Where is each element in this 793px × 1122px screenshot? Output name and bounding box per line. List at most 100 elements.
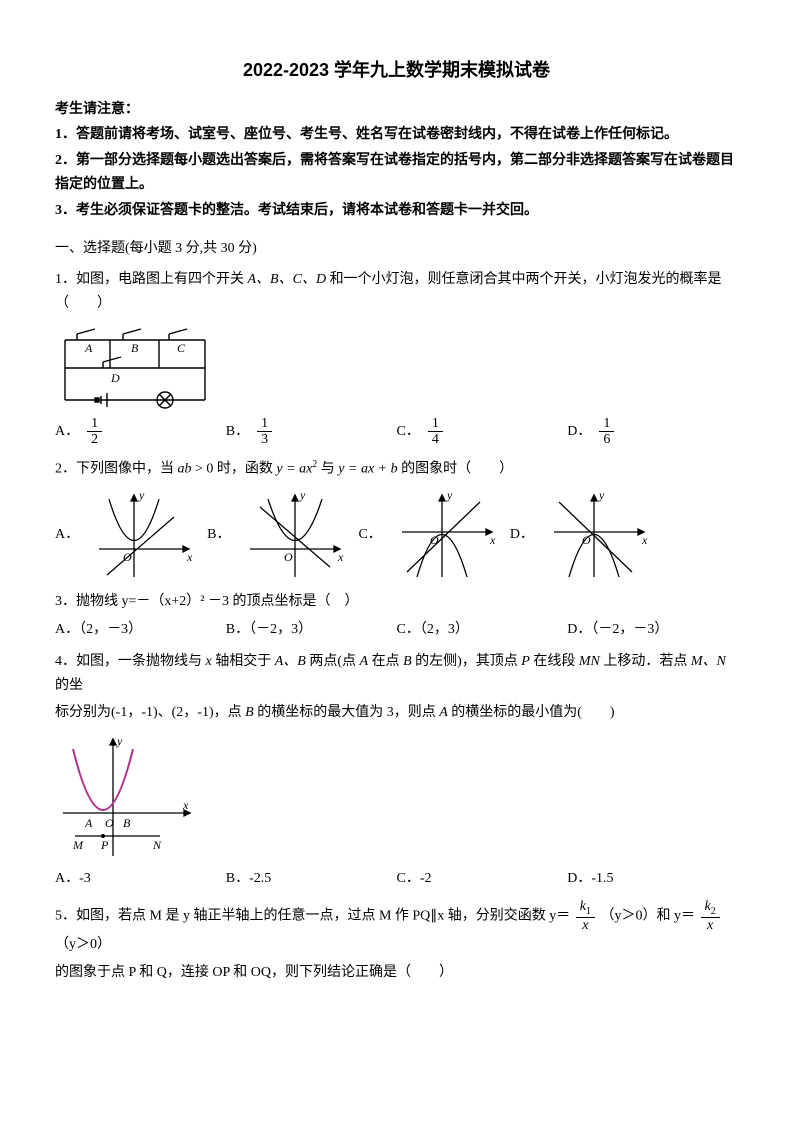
q3-opt-b: B．（－2，3） xyxy=(226,618,397,642)
q4-1i: 的左侧)，其顶点 xyxy=(412,654,522,669)
page-title: 2022-2023 学年九上数学期末模拟试卷 xyxy=(55,55,738,86)
q4-lblA: A xyxy=(84,816,93,830)
q4-lblO: O xyxy=(105,816,114,830)
q4-line1: 4．如图，一条抛物线与 x 轴相交于 A、B 两点(点 A 在点 B 的左侧)，… xyxy=(55,650,738,698)
q4-line2: 标分别为(-1，-1)、(2，-1)，点 B 的横坐标的最大值为 3，则点 A … xyxy=(55,701,738,725)
q4-opt-d: D．-1.5 xyxy=(567,867,738,891)
svg-text:x: x xyxy=(489,533,496,547)
q1-opt-d: D． 16 xyxy=(567,416,738,448)
q4-1e: 两点(点 xyxy=(306,654,360,669)
q4-1d: A、B xyxy=(275,654,306,669)
svg-text:y: y xyxy=(299,488,306,502)
q1-opt-b: B． 13 xyxy=(226,416,397,448)
q1-options: A． 12 B． 13 C． 14 D． 16 xyxy=(55,416,738,448)
notice-block: 考生请注意： 1．答题前请将考场、试室号、座位号、考生号、姓名写在试卷密封线内，… xyxy=(55,98,738,223)
q3-opt-c: C．（2，3） xyxy=(397,618,568,642)
q2-d: y = ax xyxy=(276,461,312,476)
q4-opt-c: C．-2 xyxy=(397,867,568,891)
q5-c: （y＞0） xyxy=(55,937,111,952)
q1-circuit-diagram: A B C D xyxy=(55,322,738,410)
q4-1a: 4．如图，一条抛物线与 xyxy=(55,654,206,669)
notice-line-2: 2．第一部分选择题每小题选出答案后，需将答案写在试卷指定的括号内，第二部分非选择… xyxy=(55,149,738,197)
q5-b: （y＞0）和 y＝ xyxy=(601,908,696,923)
q4-1c: 轴相交于 xyxy=(212,654,275,669)
svg-text:O: O xyxy=(123,550,132,564)
q2-c-label: C． xyxy=(358,523,381,547)
q2-graphs: A． x y O B． x y O C． xyxy=(55,487,738,582)
q1-b-label: B． xyxy=(226,420,249,444)
q4-1g: 在点 xyxy=(368,654,403,669)
q5-x1: x xyxy=(576,918,595,933)
question-5: 5．如图，若点 M 是 y 轴正半轴上的任意一点，过点 M 作 PQ∥x 轴，分… xyxy=(55,899,738,985)
q4-1j: P xyxy=(521,654,530,669)
question-4: 4．如图，一条抛物线与 x 轴相交于 A、B 两点(点 A 在点 B 的左侧)，… xyxy=(55,650,738,891)
q4-1h: B xyxy=(403,654,412,669)
q3-options: A．（2，－3） B．（－2，3） C．（2，3） D．（－2，－3） xyxy=(55,618,738,642)
q1-opt-c: C． 14 xyxy=(397,416,568,448)
q4-x: x xyxy=(182,798,189,812)
question-1: 1．如图，电路图上有四个开关 A、B、C、D 和一个小灯泡，则任意闭合其中两个开… xyxy=(55,268,738,447)
q1-b-num: 1 xyxy=(257,416,272,432)
q2-a-label: A． xyxy=(55,523,79,547)
q2-d-label: D． xyxy=(510,523,534,547)
q4-opt-b: B．-2.5 xyxy=(226,867,397,891)
q2-g: 的图象时（ ） xyxy=(398,461,514,476)
q2-graph-d: x y O xyxy=(544,487,654,582)
q5-k1s: 1 xyxy=(586,906,591,917)
q4-y: y xyxy=(116,734,123,748)
q2-graph-a: x y O xyxy=(89,487,199,582)
q5-line2: 的图象于点 P 和 Q，连接 OP 和 OQ，则下列结论正确是（ ） xyxy=(55,961,738,985)
label-A: A xyxy=(84,341,93,355)
q1-a-num: 1 xyxy=(87,416,102,432)
q2-a: 2．下列图像中，当 xyxy=(55,461,178,476)
svg-text:y: y xyxy=(138,488,145,502)
svg-text:O: O xyxy=(430,533,439,547)
svg-text:x: x xyxy=(337,550,344,564)
q4-1m: 上移动．若点 xyxy=(600,654,691,669)
label-D: D xyxy=(110,371,120,385)
q1-text: 1．如图，电路图上有四个开关 A、B、C、D 和一个小灯泡，则任意闭合其中两个开… xyxy=(55,268,738,316)
label-C: C xyxy=(177,341,186,355)
q2-e: 与 xyxy=(317,461,338,476)
svg-text:x: x xyxy=(641,533,648,547)
q2-f: y = ax + b xyxy=(338,461,397,476)
svg-text:O: O xyxy=(582,533,591,547)
q5-a: 5．如图，若点 M 是 y 轴正半轴上的任意一点，过点 M 作 PQ∥x 轴，分… xyxy=(55,908,570,923)
q4-1f: A xyxy=(360,654,369,669)
q2-text: 2．下列图像中，当 ab > 0 时，函数 y = ax2 与 y = ax +… xyxy=(55,456,738,481)
q4-1n: M、N xyxy=(691,654,726,669)
q4-lblM: M xyxy=(72,838,84,852)
svg-text:y: y xyxy=(598,488,605,502)
q1-opt-a: A． 12 xyxy=(55,416,226,448)
label-B: B xyxy=(131,341,139,355)
q3-opt-d: D．（－2，－3） xyxy=(567,618,738,642)
q2-c: > 0 时，函数 xyxy=(192,461,277,476)
q2-graph-c: x y O xyxy=(392,487,502,582)
q3-text: 3．抛物线 y=－（x+2）² －3 的顶点坐标是（ ） xyxy=(55,590,738,614)
q4-lblP: P xyxy=(100,838,109,852)
q4-2d: A xyxy=(439,705,448,720)
q4-graph: y x A O B M P N xyxy=(55,731,738,861)
q1-b-den: 3 xyxy=(257,432,272,447)
q1-c-den: 4 xyxy=(428,432,443,447)
q4-opt-a: A．-3 xyxy=(55,867,226,891)
q1-text-b: A、B、C、D xyxy=(248,272,327,287)
q2-graph-b: x y O xyxy=(240,487,350,582)
q4-2e: 的横坐标的最小值为( ) xyxy=(448,705,615,720)
q1-d-num: 1 xyxy=(599,416,614,432)
svg-text:y: y xyxy=(446,488,453,502)
q2-b-label: B． xyxy=(207,523,230,547)
q4-options: A．-3 B．-2.5 C．-2 D．-1.5 xyxy=(55,867,738,891)
q4-1l: MN xyxy=(579,654,600,669)
svg-text:x: x xyxy=(186,550,193,564)
q1-a-label: A． xyxy=(55,420,79,444)
notice-line-1: 1．答题前请将考场、试室号、座位号、考生号、姓名写在试卷密封线内，不得在试卷上作… xyxy=(55,123,738,147)
q3-opt-a: A．（2，－3） xyxy=(55,618,226,642)
q1-d-den: 6 xyxy=(599,432,614,447)
q5-k2s: 2 xyxy=(711,906,716,917)
q4-2a: 标分别为(-1，-1)、(2，-1)，点 xyxy=(55,705,245,720)
question-2: 2．下列图像中，当 ab > 0 时，函数 y = ax2 与 y = ax +… xyxy=(55,456,738,582)
notice-head: 考生请注意： xyxy=(55,98,738,122)
q4-lblN: N xyxy=(152,838,162,852)
q1-text-a: 1．如图，电路图上有四个开关 xyxy=(55,272,248,287)
